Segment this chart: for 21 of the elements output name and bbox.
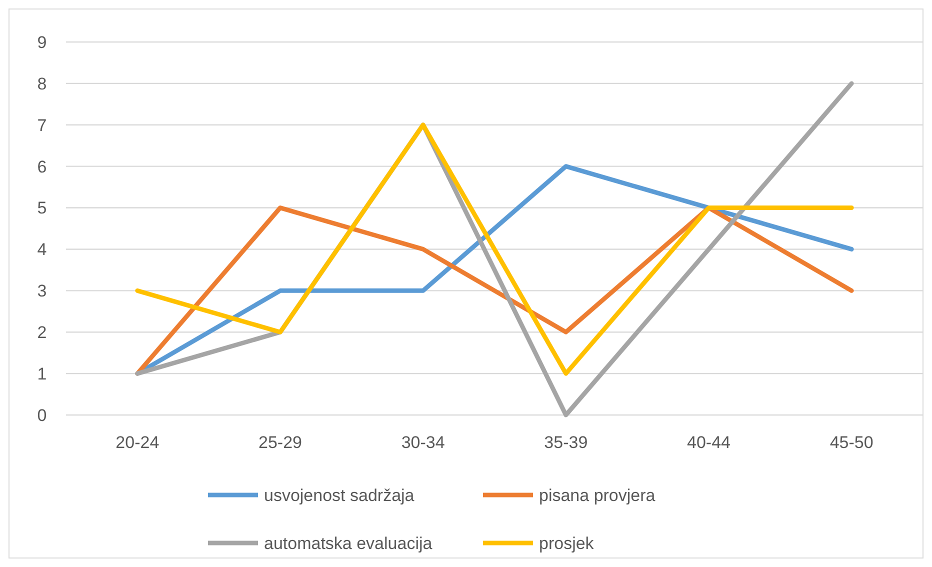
y-tick-label: 5 [37, 198, 47, 218]
legend-label: prosjek [539, 534, 594, 553]
y-tick-label: 9 [37, 32, 47, 52]
legend-label: pisana provjera [539, 486, 656, 505]
x-tick-label: 45-50 [830, 433, 874, 452]
x-tick-label: 30-34 [401, 433, 445, 452]
legend-label: automatska evaluacija [264, 534, 433, 553]
y-tick-label: 8 [37, 74, 47, 94]
line-series [135, 122, 854, 376]
y-tick-label: 6 [37, 157, 47, 176]
x-tick-label: 20-24 [116, 433, 160, 452]
y-tick-label: 0 [37, 406, 47, 425]
y-tick-label: 7 [37, 116, 47, 135]
x-tick-label: 25-29 [258, 433, 302, 452]
y-tick-label: 3 [37, 282, 47, 301]
legend-label: usvojenost sadržaja [264, 486, 415, 505]
y-tick-label: 1 [37, 364, 47, 384]
y-tick-label: 4 [37, 240, 47, 260]
x-tick-label: 35-39 [544, 433, 588, 452]
y-tick-label: 2 [37, 323, 47, 342]
x-tick-label: 40-44 [687, 433, 730, 452]
